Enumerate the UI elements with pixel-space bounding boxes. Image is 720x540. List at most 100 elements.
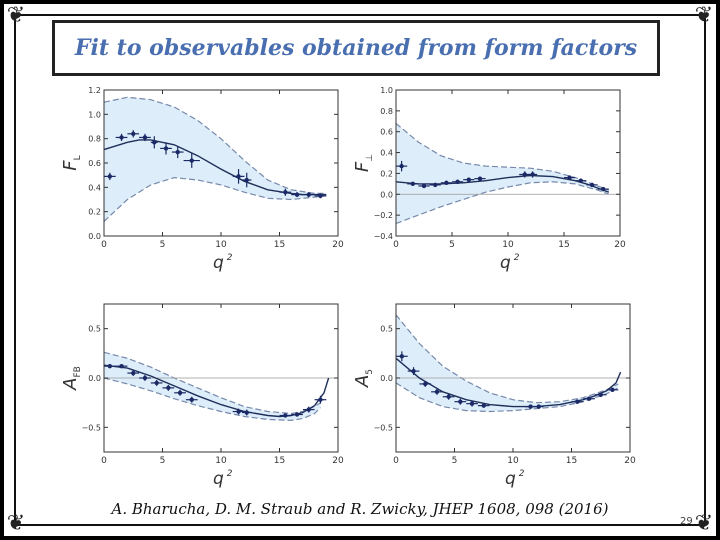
point-marker bbox=[190, 398, 194, 402]
x-tick-label: 0 bbox=[101, 456, 107, 466]
y-axis-label: AFB bbox=[60, 366, 83, 391]
y-tick-label: −0.2 bbox=[374, 211, 393, 220]
y-tick-label: 0.2 bbox=[88, 208, 101, 217]
y-axis-label: F⊥ bbox=[352, 154, 375, 172]
point-marker bbox=[528, 404, 532, 408]
point-marker bbox=[283, 190, 287, 194]
x-tick-label: 5 bbox=[449, 240, 455, 250]
chart-top-left: 0 5 10 15 200.00.20.40.60.81.01.2q 2FL bbox=[60, 86, 344, 273]
x-tick-label: 15 bbox=[274, 240, 285, 250]
x-tick-label: 15 bbox=[566, 456, 577, 466]
point-marker bbox=[119, 364, 123, 368]
x-tick-label: 0 bbox=[393, 456, 399, 466]
chart-bottom-left: 0 5 10 15 20−0.50.00.5q 2AFB bbox=[60, 304, 344, 489]
point-marker bbox=[601, 187, 605, 191]
corner-ornament-icon: ❦ bbox=[4, 4, 28, 28]
point-marker bbox=[131, 371, 135, 375]
point-marker bbox=[530, 172, 534, 176]
y-tick-label: 0.0 bbox=[88, 232, 101, 241]
y-tick-label: −0.5 bbox=[82, 423, 101, 432]
point-marker bbox=[587, 397, 591, 401]
point-marker bbox=[433, 183, 437, 187]
point-marker bbox=[143, 135, 147, 139]
point-marker bbox=[318, 398, 322, 402]
title-box: Fit to observables obtained from form fa… bbox=[52, 20, 660, 76]
point-marker bbox=[411, 369, 415, 373]
point-marker bbox=[245, 178, 249, 182]
point-marker bbox=[283, 413, 287, 417]
point-marker bbox=[567, 175, 571, 179]
chart-top-right: 0 5 10 15 20−0.4−0.20.00.20.40.60.81.0q 2F⊥ bbox=[352, 86, 626, 273]
point-marker bbox=[295, 412, 299, 416]
point-marker bbox=[478, 176, 482, 180]
slide-title: Fit to observables obtained from form fa… bbox=[75, 35, 637, 61]
y-axis-label: FL bbox=[60, 155, 83, 170]
x-tick-label: 10 bbox=[215, 456, 227, 466]
point-marker bbox=[422, 184, 426, 188]
point-marker bbox=[318, 194, 322, 198]
point-marker bbox=[435, 390, 439, 394]
x-tick-label: 5 bbox=[452, 456, 458, 466]
point-marker bbox=[166, 386, 170, 390]
point-marker bbox=[236, 174, 240, 178]
point-marker bbox=[236, 409, 240, 413]
x-tick-label: 10 bbox=[215, 240, 227, 250]
point-marker bbox=[523, 172, 527, 176]
y-tick-label: 0.8 bbox=[380, 107, 393, 116]
y-tick-label: 0.5 bbox=[380, 325, 393, 334]
uncertainty-band bbox=[396, 123, 609, 223]
y-axis-label: A5 bbox=[352, 369, 375, 388]
x-axis-label: q2 bbox=[213, 469, 233, 489]
corner-ornament-icon: ❦ bbox=[692, 4, 716, 28]
y-tick-label: 0.6 bbox=[380, 128, 393, 137]
x-tick-label: 20 bbox=[332, 240, 344, 250]
point-marker bbox=[579, 179, 583, 183]
y-tick-label: 0.4 bbox=[88, 183, 101, 192]
point-marker bbox=[537, 404, 541, 408]
x-tick-label: 15 bbox=[558, 240, 569, 250]
page-number: 29 bbox=[680, 516, 693, 527]
point-marker bbox=[411, 182, 415, 186]
point-marker bbox=[190, 158, 194, 162]
y-tick-label: 0.5 bbox=[88, 325, 101, 334]
y-tick-label: −0.5 bbox=[374, 423, 393, 432]
point-marker bbox=[307, 192, 311, 196]
point-marker bbox=[575, 399, 579, 403]
point-marker bbox=[164, 146, 168, 150]
x-tick-label: 20 bbox=[332, 456, 344, 466]
point-marker bbox=[423, 382, 427, 386]
y-tick-label: 0.6 bbox=[88, 159, 101, 168]
point-marker bbox=[458, 399, 462, 403]
point-marker bbox=[295, 192, 299, 196]
point-marker bbox=[131, 132, 135, 136]
y-tick-label: −0.4 bbox=[374, 232, 393, 241]
y-tick-label: 0.4 bbox=[380, 149, 393, 158]
point-marker bbox=[119, 135, 123, 139]
point-marker bbox=[245, 410, 249, 414]
point-marker bbox=[307, 407, 311, 411]
point-marker bbox=[444, 181, 448, 185]
y-tick-label: 0.8 bbox=[88, 135, 101, 144]
y-tick-label: 0.0 bbox=[88, 374, 101, 383]
x-axis-label: q2 bbox=[500, 253, 520, 273]
x-tick-label: 5 bbox=[160, 240, 166, 250]
uncertainty-band bbox=[104, 352, 321, 420]
x-axis-label: q2 bbox=[505, 469, 525, 489]
x-tick-label: 10 bbox=[507, 456, 519, 466]
x-tick-label: 0 bbox=[393, 240, 399, 250]
point-marker bbox=[455, 180, 459, 184]
charts-svg: 0 5 10 15 200.00.20.40.60.81.01.2q 2FL0 5 10 15 2… bbox=[56, 80, 658, 496]
plot-area: 0 5 10 15 20 0.0 0.2 0.4 0.6 0.8 1.0 1.2 q 2 FL 0 5 10 15 2… bbox=[56, 80, 658, 496]
point-marker bbox=[178, 391, 182, 395]
x-tick-label: 0 bbox=[101, 240, 107, 250]
point-marker bbox=[399, 164, 403, 168]
point-marker bbox=[610, 388, 614, 392]
citation: A. Bharucha, D. M. Straub and R. Zwicky,… bbox=[0, 500, 720, 518]
y-tick-label: 0.2 bbox=[380, 169, 393, 178]
x-tick-label: 20 bbox=[614, 240, 626, 250]
point-marker bbox=[154, 381, 158, 385]
x-tick-label: 10 bbox=[502, 240, 514, 250]
x-tick-label: 5 bbox=[160, 456, 166, 466]
y-tick-label: 1.0 bbox=[380, 86, 393, 95]
